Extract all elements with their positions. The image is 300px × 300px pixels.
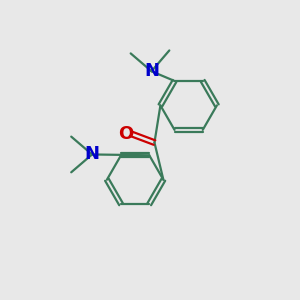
Text: O: O xyxy=(118,125,133,143)
Text: N: N xyxy=(85,146,100,164)
Text: N: N xyxy=(144,62,159,80)
